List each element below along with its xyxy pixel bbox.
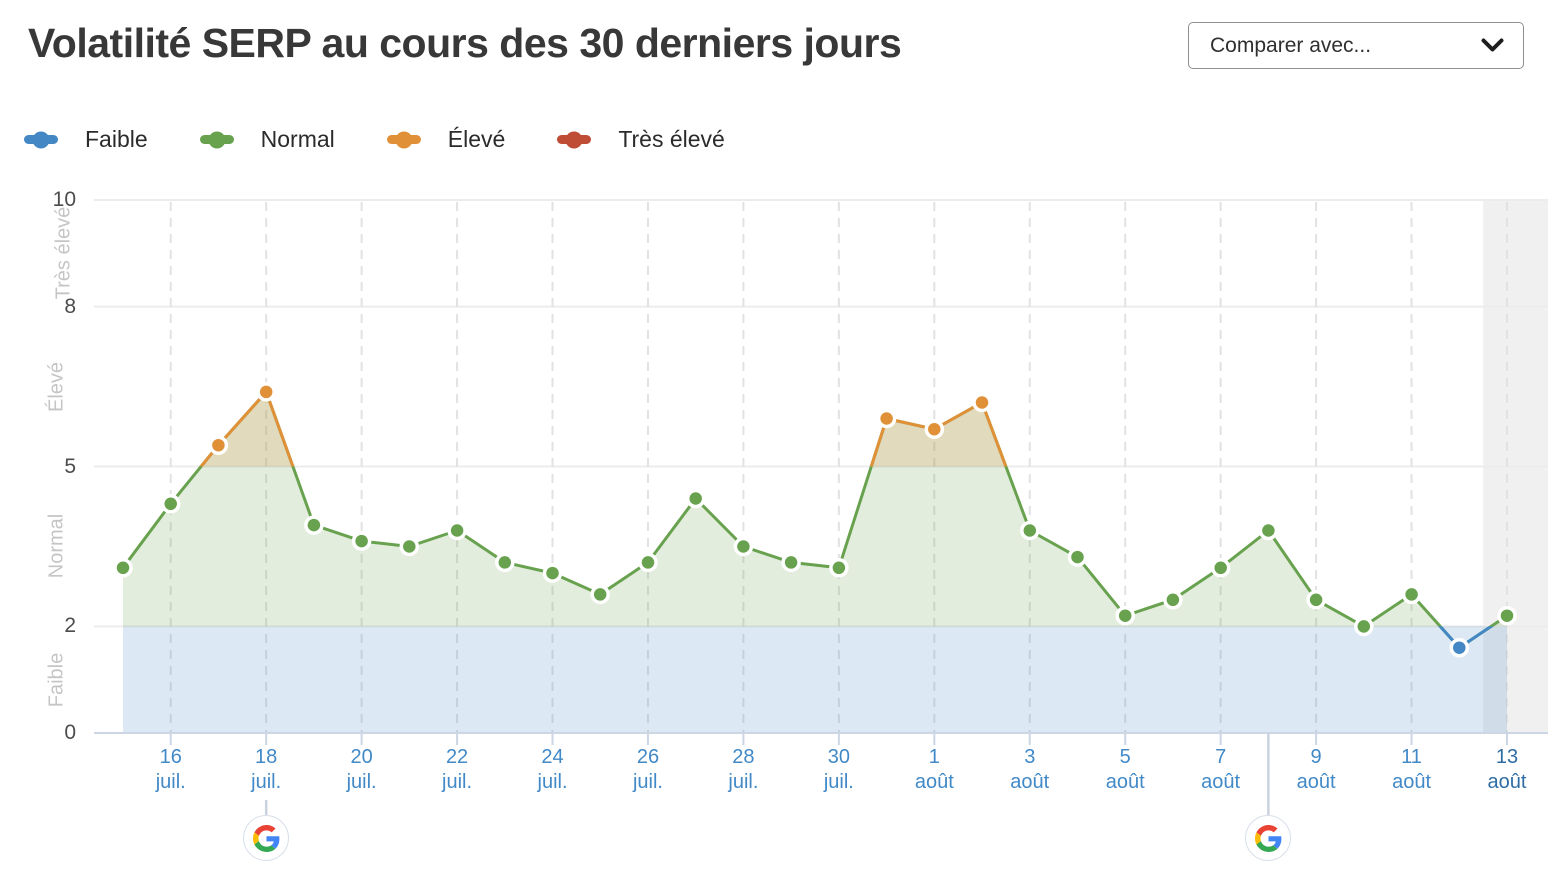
data-point-4-ao-t[interactable]	[1067, 547, 1088, 567]
legend-item-tr-s-lev[interactable]: Très élevé	[557, 126, 725, 153]
legend-item-lev[interactable]: Élevé	[386, 126, 506, 153]
chart-legend: Faible Normal Élevé Très élevé	[24, 126, 725, 153]
data-point-28-juil[interactable]	[733, 536, 754, 557]
data-point-20-juil[interactable]	[351, 531, 372, 551]
legend-marker-icon	[386, 135, 421, 144]
data-point-22-juil[interactable]	[447, 520, 467, 541]
data-point-7-ao-t[interactable]	[1210, 558, 1231, 578]
data-point-17-juil[interactable]	[208, 435, 229, 455]
data-point-3-ao-t[interactable]	[1020, 520, 1040, 541]
legend-item-label: Très élevé	[618, 126, 725, 152]
legend-marker-icon	[24, 135, 58, 144]
data-point-26-juil[interactable]	[638, 552, 658, 573]
legend-item-label: Normal	[260, 126, 335, 152]
data-point-31-juil[interactable]	[876, 408, 897, 429]
compare-with-label: Comparer avec...	[1210, 33, 1372, 57]
page-title: Volatilité SERP au cours des 30 derniers…	[28, 20, 902, 66]
data-point-18-juil[interactable]	[256, 382, 276, 402]
legend-item-faible[interactable]: Faible	[24, 126, 148, 153]
data-point-25-juil[interactable]	[590, 584, 610, 605]
data-point-2-ao-t[interactable]	[972, 392, 992, 413]
data-point-13-ao-t[interactable]	[1497, 605, 1517, 626]
data-point-8-ao-t[interactable]	[1258, 520, 1279, 541]
data-point-24-juil[interactable]	[542, 563, 563, 583]
data-point-16-juil[interactable]	[160, 494, 181, 514]
legend-marker-icon	[557, 135, 592, 144]
data-point-9-ao-t[interactable]	[1306, 590, 1326, 610]
legend-marker-icon	[199, 135, 234, 144]
legend-item-label: Faible	[85, 126, 148, 152]
data-point-21-juil[interactable]	[399, 536, 420, 557]
faible-zone-band	[123, 626, 1507, 733]
data-point-23-juil[interactable]	[495, 552, 515, 573]
data-point-29-juil[interactable]	[781, 552, 801, 573]
legend-item-label: Élevé	[447, 126, 506, 152]
google-icon[interactable]	[1245, 815, 1292, 861]
google-icon[interactable]	[243, 815, 290, 861]
data-point-27-juil[interactable]	[685, 488, 706, 509]
data-point-12-ao-t[interactable]	[1449, 637, 1470, 658]
data-point-19-juil[interactable]	[304, 515, 324, 535]
data-point-5-ao-t[interactable]	[1115, 605, 1135, 626]
data-point-30-juil[interactable]	[829, 558, 849, 578]
chevron-down-icon	[1481, 38, 1504, 53]
data-point-10-ao-t[interactable]	[1354, 616, 1374, 637]
compare-with-dropdown[interactable]: Comparer avec...	[1188, 22, 1524, 69]
eleve-area-fill	[201, 391, 1006, 467]
normal-area-fill	[123, 391, 1507, 627]
data-point-15-juil[interactable]	[113, 558, 133, 578]
data-point-1-ao-t[interactable]	[924, 419, 945, 439]
legend-item-normal[interactable]: Normal	[199, 126, 335, 153]
data-point-11-ao-t[interactable]	[1401, 584, 1422, 605]
data-point-6-ao-t[interactable]	[1163, 590, 1183, 610]
